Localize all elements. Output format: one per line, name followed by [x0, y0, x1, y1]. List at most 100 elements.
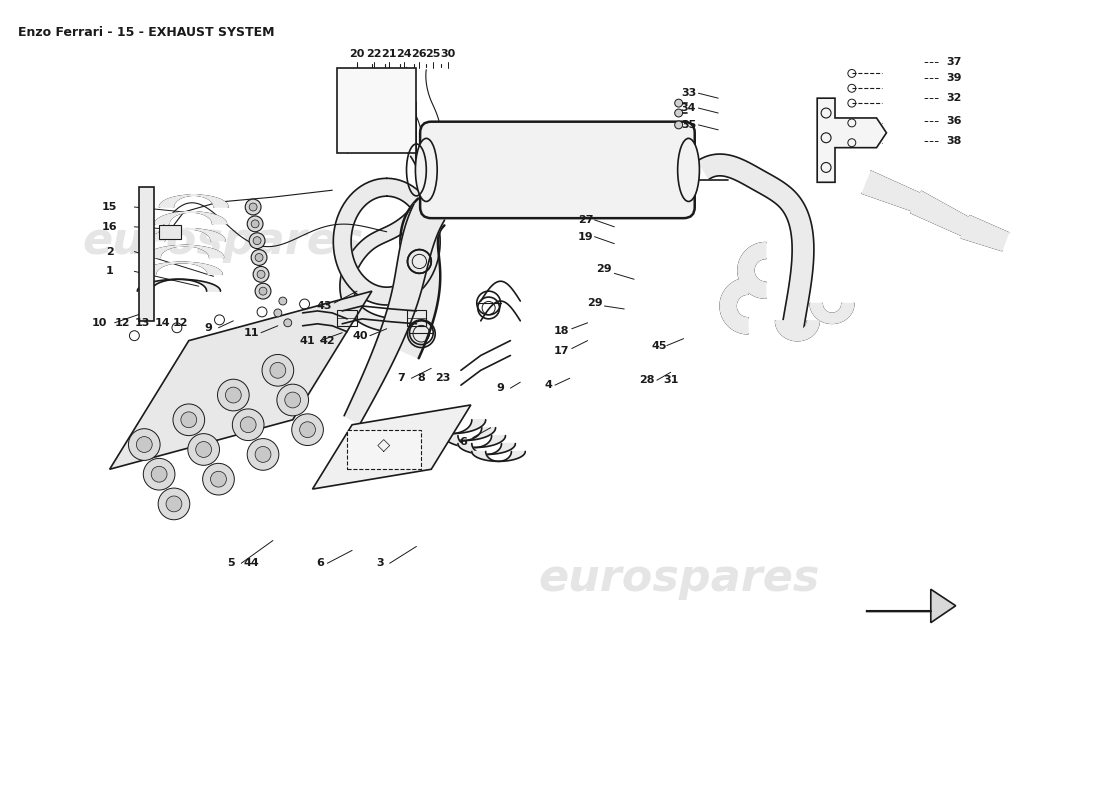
Text: 40: 40: [352, 330, 367, 341]
Circle shape: [257, 270, 265, 278]
Circle shape: [250, 233, 265, 249]
Polygon shape: [110, 291, 372, 470]
Text: 18: 18: [554, 326, 570, 336]
Circle shape: [674, 99, 683, 107]
Text: 14: 14: [154, 318, 169, 328]
Text: 42: 42: [319, 336, 336, 346]
Circle shape: [253, 266, 270, 282]
Text: 16: 16: [102, 222, 118, 232]
Polygon shape: [862, 171, 920, 211]
Circle shape: [255, 446, 271, 462]
Text: 29: 29: [596, 264, 613, 274]
Text: 12: 12: [114, 318, 130, 328]
Circle shape: [277, 384, 308, 416]
Circle shape: [292, 414, 323, 446]
FancyBboxPatch shape: [420, 122, 695, 218]
Text: 6: 6: [459, 437, 466, 446]
Bar: [140, 187, 154, 321]
Text: 5: 5: [228, 558, 235, 568]
Circle shape: [136, 437, 152, 453]
Text: 10: 10: [92, 318, 108, 328]
Text: 39: 39: [946, 74, 961, 83]
Text: 35: 35: [681, 120, 696, 130]
Polygon shape: [472, 451, 526, 462]
Polygon shape: [417, 420, 486, 434]
Text: 12: 12: [173, 318, 188, 328]
Polygon shape: [340, 149, 433, 335]
Polygon shape: [138, 279, 220, 291]
Ellipse shape: [416, 138, 437, 202]
Text: 21: 21: [381, 49, 396, 58]
Text: 43: 43: [317, 301, 332, 311]
Circle shape: [151, 466, 167, 482]
Circle shape: [143, 458, 175, 490]
Polygon shape: [776, 321, 820, 341]
Circle shape: [250, 203, 257, 211]
Polygon shape: [146, 246, 223, 258]
Circle shape: [188, 434, 220, 466]
Text: eurospares: eurospares: [538, 557, 820, 600]
Circle shape: [166, 496, 182, 512]
Text: 3: 3: [376, 558, 384, 568]
Text: 6: 6: [317, 558, 324, 568]
Polygon shape: [430, 428, 496, 441]
Text: 22: 22: [366, 49, 382, 58]
Circle shape: [299, 422, 316, 438]
Circle shape: [251, 250, 267, 266]
Polygon shape: [867, 590, 956, 622]
Circle shape: [245, 199, 261, 215]
Polygon shape: [697, 154, 814, 332]
Polygon shape: [961, 216, 1009, 250]
Bar: [160, 225, 180, 238]
Text: 38: 38: [946, 136, 961, 146]
Text: 44: 44: [243, 558, 258, 568]
Circle shape: [253, 237, 261, 245]
Text: 19: 19: [578, 232, 593, 242]
Polygon shape: [458, 443, 516, 454]
Text: 8: 8: [418, 374, 426, 383]
Bar: [407, 310, 427, 326]
Circle shape: [202, 463, 234, 495]
Text: 37: 37: [946, 57, 961, 66]
Text: Enzo Ferrari - 15 - EXHAUST SYSTEM: Enzo Ferrari - 15 - EXHAUST SYSTEM: [18, 26, 274, 39]
Polygon shape: [811, 303, 854, 323]
Polygon shape: [344, 204, 444, 424]
Text: 33: 33: [681, 88, 696, 98]
Circle shape: [180, 412, 197, 428]
Circle shape: [284, 319, 292, 326]
Circle shape: [158, 488, 190, 520]
Circle shape: [260, 287, 267, 295]
Polygon shape: [142, 262, 222, 274]
Text: 9: 9: [205, 322, 212, 333]
Circle shape: [248, 216, 263, 232]
Polygon shape: [312, 405, 471, 489]
Circle shape: [232, 409, 264, 441]
Bar: [348, 430, 421, 470]
Circle shape: [240, 417, 256, 433]
Text: 7: 7: [398, 374, 406, 383]
Circle shape: [218, 379, 250, 411]
Text: 41: 41: [299, 336, 316, 346]
Text: 31: 31: [663, 375, 679, 386]
Circle shape: [270, 362, 286, 378]
Polygon shape: [720, 278, 748, 334]
Text: 34: 34: [681, 103, 696, 113]
Polygon shape: [155, 212, 227, 224]
Text: 26: 26: [411, 49, 427, 58]
Text: 9: 9: [496, 383, 505, 393]
Text: 15: 15: [102, 202, 118, 212]
Polygon shape: [444, 436, 506, 447]
Text: 24: 24: [396, 49, 411, 58]
Circle shape: [674, 121, 683, 129]
Text: 27: 27: [578, 215, 593, 225]
Circle shape: [674, 109, 683, 117]
Bar: [338, 310, 358, 326]
Circle shape: [226, 387, 241, 403]
Circle shape: [173, 404, 205, 436]
Text: 25: 25: [426, 49, 441, 58]
Circle shape: [274, 309, 282, 317]
Text: 23: 23: [436, 374, 451, 383]
Polygon shape: [384, 198, 444, 358]
Text: 17: 17: [554, 346, 570, 355]
Text: eurospares: eurospares: [82, 220, 364, 263]
